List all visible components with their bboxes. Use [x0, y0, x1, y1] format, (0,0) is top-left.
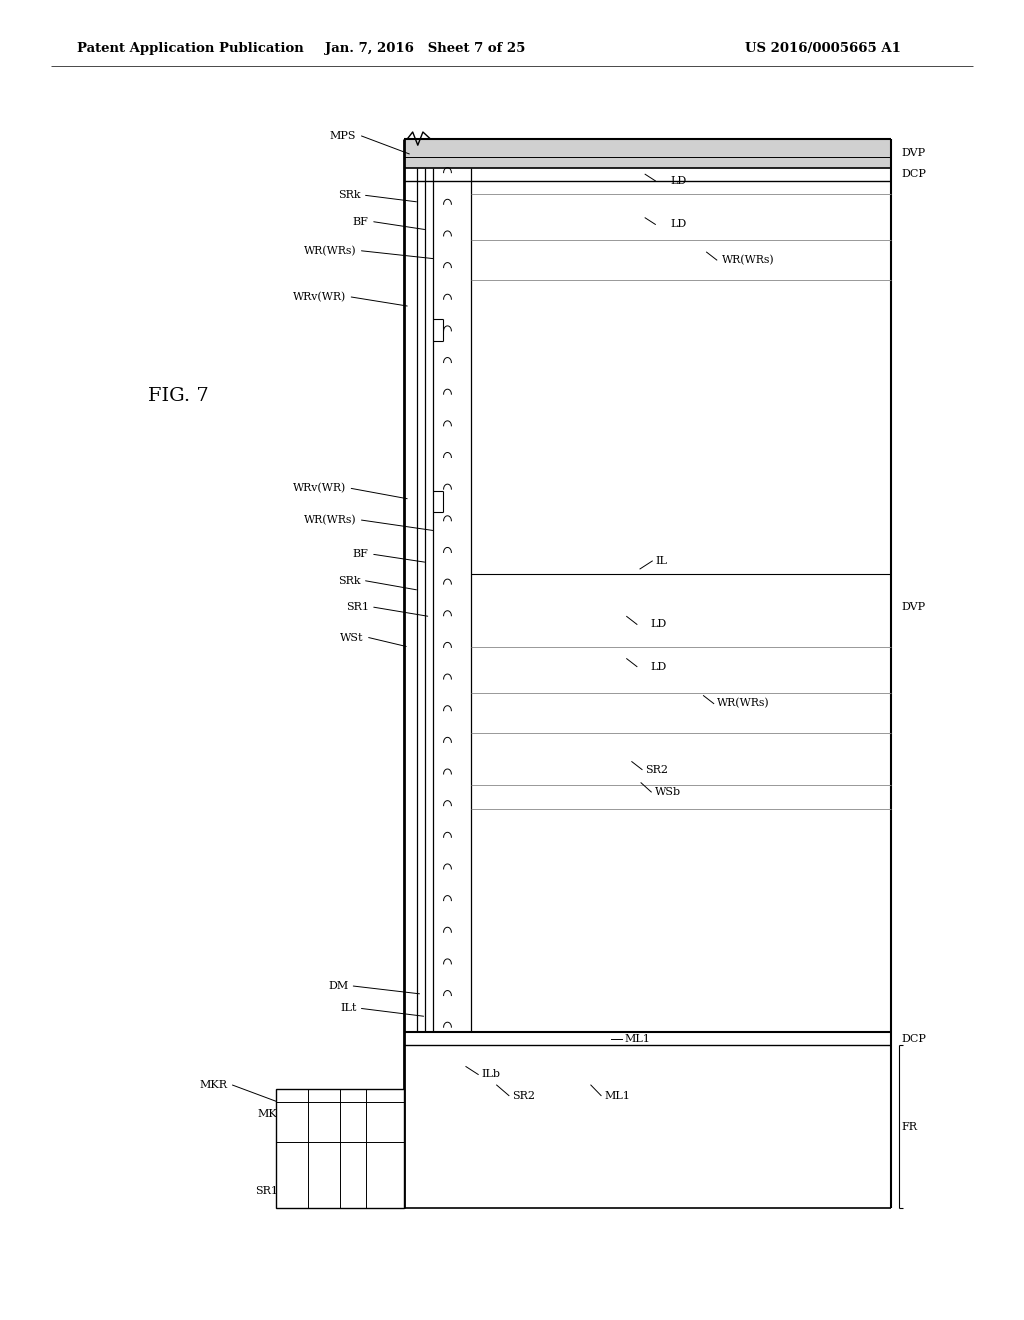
- Text: SR2: SR2: [645, 764, 668, 775]
- Bar: [404, 139, 891, 168]
- Text: Patent Application Publication: Patent Application Publication: [77, 42, 303, 55]
- Text: US 2016/0005665 A1: US 2016/0005665 A1: [745, 42, 901, 55]
- Text: DVP: DVP: [901, 148, 926, 158]
- Text: SR2: SR2: [512, 1090, 535, 1101]
- Text: SRk: SRk: [338, 190, 360, 201]
- Text: SRk: SRk: [338, 576, 360, 586]
- Text: IL: IL: [655, 556, 668, 566]
- Text: WSb: WSb: [655, 787, 682, 797]
- Text: FIG. 7: FIG. 7: [148, 387, 209, 405]
- Text: LD: LD: [671, 176, 687, 186]
- Text: ILb: ILb: [481, 1069, 501, 1080]
- Text: WRv(WR): WRv(WR): [293, 292, 346, 302]
- Text: DVP: DVP: [901, 602, 926, 611]
- Text: WR(WRs): WR(WRs): [304, 246, 356, 256]
- Text: ML1: ML1: [625, 1034, 650, 1044]
- Text: WRv(WR): WRv(WR): [293, 483, 346, 494]
- Text: BF: BF: [352, 549, 369, 560]
- Text: MK3: MK3: [258, 1109, 285, 1119]
- Text: Jan. 7, 2016   Sheet 7 of 25: Jan. 7, 2016 Sheet 7 of 25: [325, 42, 525, 55]
- Text: MKR: MKR: [200, 1080, 227, 1090]
- Text: ML1: ML1: [604, 1090, 630, 1101]
- Text: WSt: WSt: [340, 632, 364, 643]
- Text: SR1: SR1: [346, 602, 369, 612]
- Text: SR1: SR1: [256, 1185, 279, 1196]
- Text: LD: LD: [650, 619, 667, 630]
- Text: BF: BF: [352, 216, 369, 227]
- Text: WR(WRs): WR(WRs): [304, 515, 356, 525]
- Text: LD: LD: [650, 661, 667, 672]
- Text: DCP: DCP: [901, 1034, 926, 1044]
- Text: LD: LD: [671, 219, 687, 230]
- Bar: [276, 1089, 404, 1208]
- Text: MPS: MPS: [330, 131, 356, 141]
- Text: ILt: ILt: [340, 1003, 356, 1014]
- Text: DM: DM: [328, 981, 348, 991]
- Text: WR(WRs): WR(WRs): [717, 698, 769, 709]
- Text: WR(WRs): WR(WRs): [722, 255, 774, 265]
- Text: FR: FR: [901, 1122, 918, 1131]
- Text: DCP: DCP: [901, 169, 926, 180]
